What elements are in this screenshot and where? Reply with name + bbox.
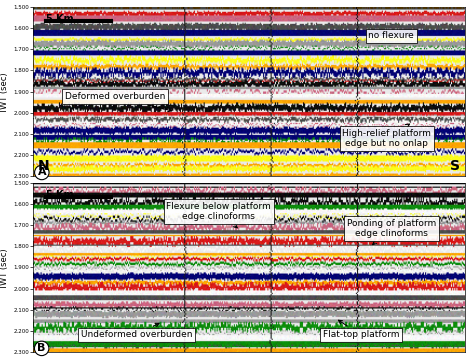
Text: Flat-top platform: Flat-top platform (323, 320, 399, 340)
Text: High-relief platform
edge but no onlap: High-relief platform edge but no onlap (342, 124, 431, 149)
Text: N: N (37, 159, 49, 173)
Text: Flexure below platform
edge clinoforms: Flexure below platform edge clinoforms (166, 202, 271, 228)
Text: 5 Km: 5 Km (46, 190, 74, 200)
Text: B: B (37, 343, 46, 353)
Text: TWT (sec): TWT (sec) (0, 73, 9, 114)
Text: A: A (37, 167, 46, 177)
Text: 5 Km: 5 Km (46, 14, 74, 24)
Text: Undeformed overburden: Undeformed overburden (81, 323, 192, 340)
Text: S: S (450, 159, 460, 173)
Text: no flexure: no flexure (368, 31, 414, 40)
Text: TWT (sec): TWT (sec) (0, 248, 9, 290)
Text: Ponding of platform
edge clinoforms: Ponding of platform edge clinoforms (346, 219, 436, 244)
Text: Deformed overburden: Deformed overburden (65, 92, 172, 112)
